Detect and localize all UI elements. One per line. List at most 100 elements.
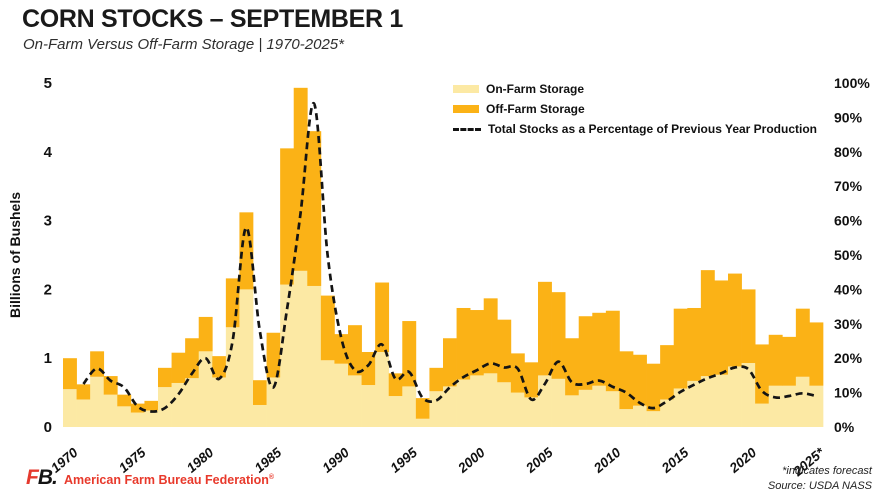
svg-text:90%: 90% [834,109,863,125]
bar-2023 [782,336,797,427]
svg-text:1980: 1980 [184,445,217,476]
bar-1995 [402,321,417,427]
bar-1974 [117,394,132,427]
bar-1990 [334,334,349,427]
bar-2025 [809,322,824,427]
svg-text:0: 0 [44,419,52,436]
bar-2008 [578,316,593,427]
svg-text:2: 2 [44,281,52,298]
bar-2012 [633,354,647,427]
bar-2014 [660,345,675,427]
bar-1978 [171,352,186,427]
left-axis-title: Billions of Bushels [7,192,23,318]
svg-text:70%: 70% [834,178,863,194]
bar-1980 [198,316,213,427]
bar-2015 [673,308,688,427]
bar-1979 [185,338,200,427]
bar-2016 [687,307,702,427]
bar-1975 [130,403,145,427]
svg-text:50%: 50% [834,247,863,263]
off-farm-swatch-icon [453,105,479,113]
svg-text:5: 5 [44,75,52,92]
bar-1981 [212,356,227,427]
bar-1985 [266,332,281,427]
bar-1976 [144,400,159,427]
svg-text:1985: 1985 [252,445,285,476]
bar-1987 [293,87,308,427]
bar-2004 [524,362,539,427]
bar-1999 [456,307,471,427]
svg-text:1: 1 [44,350,52,367]
svg-text:1995: 1995 [387,445,420,476]
bar-1998 [443,338,457,427]
bar-1977 [158,367,172,427]
bar-2005 [538,281,552,427]
percent-line [82,102,817,413]
bar-2000 [470,310,485,427]
bar-2018 [714,280,729,427]
bar-2020 [741,289,756,427]
svg-text:20%: 20% [834,350,863,366]
bar-2002 [497,319,512,427]
registered-mark: ® [268,473,275,481]
bar-1986 [280,148,295,427]
bar-1991 [348,325,362,427]
page-title: CORN STOCKS – SEPTEMBER 1 [22,5,404,33]
svg-text:1990: 1990 [319,445,352,476]
bar-2011 [619,351,634,427]
bar-1992 [361,352,376,427]
legend-item-percent-line: Total Stocks as a Percentage of Previous… [453,119,817,139]
bar-1971 [76,384,91,427]
bar-1994 [388,373,403,427]
legend-label: Off-Farm Storage [486,102,585,116]
chart-footnotes: *indicates forecast Source: USDA NASS [768,464,872,494]
bar-2019 [728,273,742,427]
bar-1996 [415,398,430,427]
legend-label: On-Farm Storage [486,82,585,96]
forecast-note: *indicates forecast [782,465,872,477]
dashed-line-swatch-icon [453,127,481,131]
bar-1972 [90,351,105,427]
svg-text:2020: 2020 [726,445,760,477]
svg-text:80%: 80% [834,144,863,160]
svg-text:4: 4 [44,144,53,161]
afbf-logo: FB. [26,466,58,489]
bar-2017 [700,270,715,427]
bar-2013 [646,363,661,427]
bar-1989 [320,295,335,427]
bar-2022 [768,334,783,427]
svg-text:3: 3 [44,213,52,230]
svg-text:40%: 40% [834,281,863,297]
svg-text:100%: 100% [834,75,870,91]
bar-2001 [483,298,498,427]
legend-item-on-farm: On-Farm Storage [453,79,817,99]
svg-text:0%: 0% [834,419,855,435]
bar-2010 [605,310,620,427]
svg-text:2000: 2000 [454,445,488,477]
bar-1997 [429,367,444,427]
bar-2024 [795,308,810,427]
page-subtitle: On-Farm Versus Off-Farm Storage | 1970-2… [23,36,344,53]
bar-1970 [63,358,77,427]
bar-1973 [103,376,118,427]
bar-2003 [510,353,525,427]
svg-text:30%: 30% [834,316,863,332]
legend-label: Total Stocks as a Percentage of Previous… [488,122,818,136]
bar-1983 [239,212,254,427]
svg-text:2005: 2005 [522,445,556,477]
svg-text:1975: 1975 [116,445,149,476]
left-axis-ticks: 0 1 2 3 4 5 [44,75,53,436]
bar-2007 [565,338,580,427]
right-axis-ticks: 0% 10% 20% 30% 40% 50% 60% 70% 80% 90% 100% [834,75,870,435]
bar-1988 [307,131,322,427]
chart-legend: On-Farm Storage Off-Farm Storage Total S… [453,79,817,139]
svg-text:60%: 60% [834,213,863,229]
bar-2006 [551,292,566,427]
bar-1984 [253,380,267,427]
svg-text:2015: 2015 [658,445,692,477]
bar-1993 [375,282,390,427]
org-name: American Farm Bureau Federation® [64,473,275,487]
svg-text:2010: 2010 [590,445,624,477]
